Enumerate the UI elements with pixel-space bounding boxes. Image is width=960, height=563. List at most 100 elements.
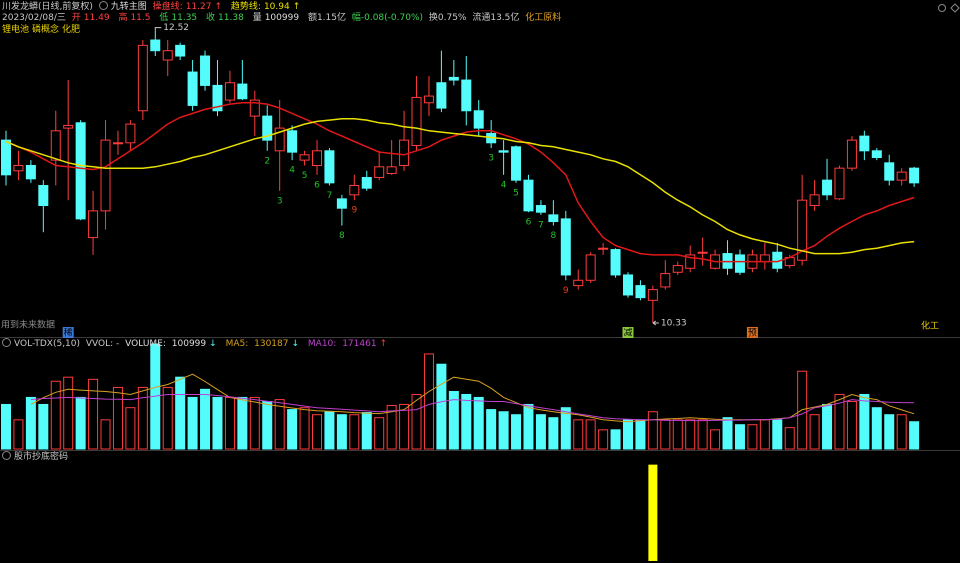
candle-body <box>336 198 347 209</box>
legend-arrow: ↓ <box>291 339 300 349</box>
candle-body <box>399 139 410 166</box>
bar <box>648 464 658 561</box>
marker-box <box>62 327 74 338</box>
bar <box>88 378 99 450</box>
legend-value: 171461 <box>342 339 377 349</box>
quote-change: 幅-0.08(-0.70%) <box>351 13 424 23</box>
bar <box>747 424 758 450</box>
bar <box>162 386 173 450</box>
bar <box>399 403 410 450</box>
note: 用到未来数据 <box>1 319 55 331</box>
bar <box>50 380 61 450</box>
candle-body <box>623 274 633 296</box>
candle-body <box>224 82 235 101</box>
legend-entry: VOLUME: 100999 ↓ <box>125 339 220 349</box>
volume-header: VOL-TDX(5,10) VVOL: - VOLUME: 100999 ↓ MA… <box>2 338 393 350</box>
bar <box>423 353 434 450</box>
label: 量 <box>252 13 262 23</box>
candle-body <box>287 130 298 153</box>
td-count: 2 <box>264 156 270 166</box>
bar <box>262 400 273 450</box>
bar <box>498 411 509 450</box>
value: 100999 <box>264 13 300 23</box>
annotation: 10.33 <box>661 318 687 328</box>
candle-body <box>100 139 111 212</box>
bar <box>822 403 833 450</box>
td-count: 8 <box>550 231 556 241</box>
candle-body <box>299 154 310 161</box>
industry[interactable]: 化工原料 <box>525 13 562 23</box>
quote-row: 2023/02/08/三 开 11.49 高 11.5 低 11.35 收 11.38 … <box>2 13 564 24</box>
label: 低 <box>159 13 169 23</box>
candle-body <box>685 254 696 269</box>
corner-icon[interactable] <box>938 4 946 12</box>
vvol: VVOL: - <box>85 339 120 349</box>
candle-body <box>249 99 260 117</box>
bar <box>1 403 11 450</box>
label: 收 <box>206 13 216 23</box>
bar <box>473 396 484 450</box>
bar <box>125 407 136 450</box>
bar <box>809 414 820 450</box>
bar <box>349 414 360 450</box>
candle-body <box>436 82 447 109</box>
corner-icon[interactable] <box>950 3 960 13</box>
bar <box>759 419 770 450</box>
line-series <box>5 118 915 255</box>
concept[interactable]: 锂电池 <box>2 25 30 35</box>
td-count: 7 <box>538 220 544 230</box>
bar <box>200 388 211 450</box>
bar <box>324 411 335 450</box>
panel-title[interactable]: VOL-TDX(5,10) <box>14 339 81 349</box>
candle-body <box>585 254 596 281</box>
concept[interactable]: 化肥 <box>62 25 81 35</box>
candle-body <box>312 150 322 166</box>
candle-body <box>610 249 621 276</box>
value: 11.49 <box>83 13 110 23</box>
bar <box>697 419 708 450</box>
bar <box>734 424 745 450</box>
bar <box>523 403 534 450</box>
value: 11.5 <box>130 13 151 23</box>
marker: 减 <box>623 327 632 339</box>
bar <box>374 417 385 450</box>
legend-label: MA5: <box>225 339 249 349</box>
sector-tag: 化工 <box>921 320 939 332</box>
bar <box>535 414 546 450</box>
quote-volume: 量 100999 <box>253 13 302 23</box>
bar <box>846 400 857 450</box>
bar <box>237 396 248 450</box>
candle-body <box>162 50 173 61</box>
candle-body <box>237 83 248 100</box>
legend-label: VOLUME: <box>125 339 166 349</box>
legend-arrow: ↑ <box>214 2 223 12</box>
bar <box>63 376 74 450</box>
value: 11.35 <box>171 13 198 23</box>
bar <box>884 414 895 450</box>
bar <box>548 417 559 450</box>
concept[interactable]: 磷概念 <box>32 25 60 35</box>
bar <box>647 411 658 450</box>
candle-body <box>361 177 372 189</box>
line-series <box>30 394 915 422</box>
bar <box>598 429 609 450</box>
bar <box>461 393 472 450</box>
bar <box>386 405 397 450</box>
candle-body <box>697 251 708 254</box>
candle-body <box>88 210 99 239</box>
legend-value: 10.94 <box>263 2 290 12</box>
bar <box>212 396 223 450</box>
candle-body <box>511 146 522 181</box>
indicator-name[interactable]: 九转主图 <box>110 2 147 12</box>
bar <box>834 393 845 450</box>
label: 高 <box>118 13 128 23</box>
candle-body <box>125 123 136 144</box>
panel-title[interactable]: 股市抄底密码 <box>14 452 69 462</box>
quote-open: 开 11.49 <box>72 13 113 23</box>
candle-body <box>175 44 186 57</box>
legend-label: 操盘线: <box>152 2 183 12</box>
date: 2023/02/08/三 <box>2 13 66 23</box>
bar <box>436 363 447 450</box>
bar <box>287 409 298 450</box>
